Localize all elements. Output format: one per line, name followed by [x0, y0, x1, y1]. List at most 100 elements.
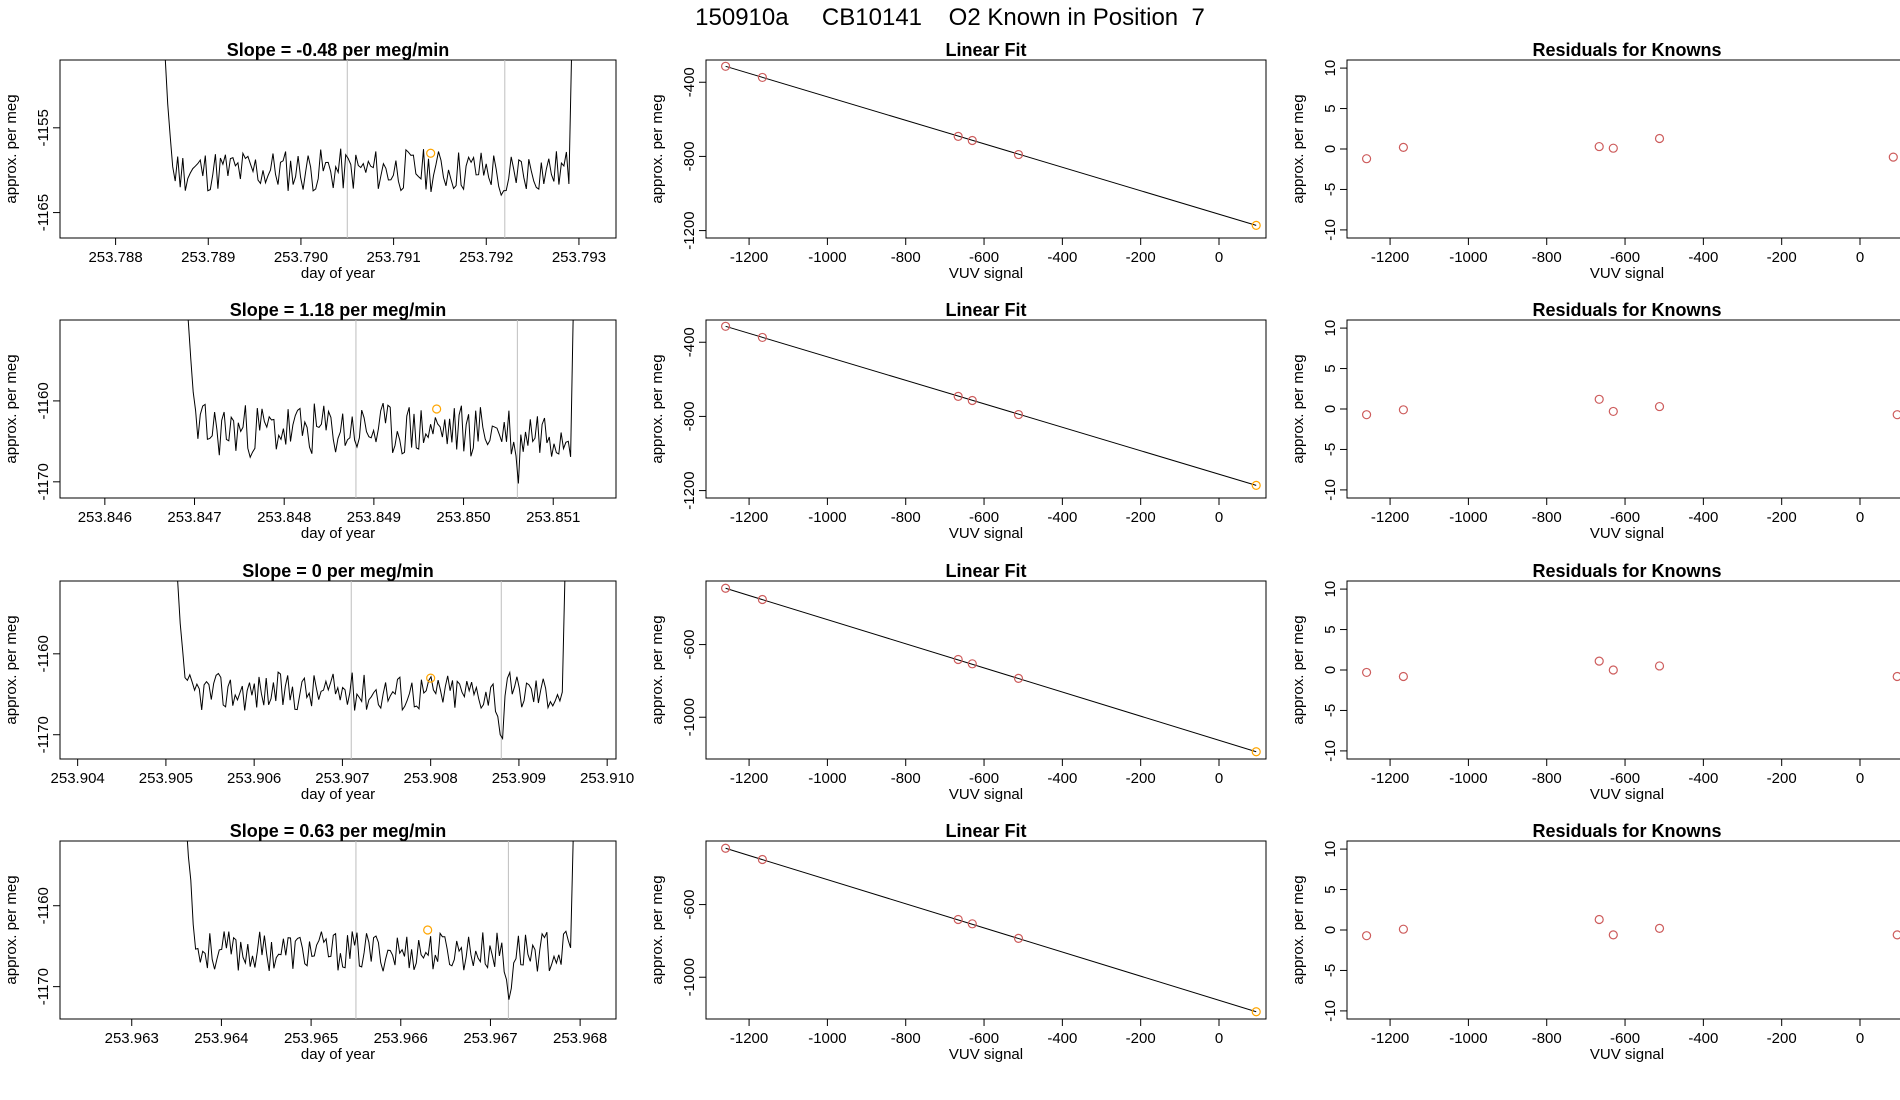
y-tick-label: 5: [1322, 885, 1339, 893]
x-tick-label: -1200: [1371, 249, 1409, 266]
x-tick-label: -200: [1767, 509, 1797, 526]
chart-title: Linear Fit: [945, 821, 1026, 841]
y-axis-label: approx. per meg: [1290, 94, 1307, 203]
x-tick-label: -800: [1532, 1030, 1562, 1047]
data-point: [1013, 933, 1024, 943]
y-tick-label: -5: [1322, 704, 1339, 717]
data-point: [1013, 409, 1024, 420]
data-point: [1013, 673, 1024, 683]
page-title: 150910a CB10141 O2 Known in Position 7: [695, 4, 1205, 31]
data-point: [1251, 747, 1261, 757]
fit-line: [725, 65, 1257, 226]
x-tick-label: -400: [1688, 770, 1718, 787]
x-tick-label: -400: [1047, 509, 1077, 526]
data-point: [1892, 930, 1900, 940]
plot-frame: [705, 319, 1267, 499]
x-tick-label: -200: [1126, 770, 1156, 787]
data-point: [720, 843, 731, 853]
y-tick-label: 5: [1322, 364, 1339, 372]
y-tick-label: -600: [681, 890, 698, 920]
signal-trace: [187, 320, 574, 484]
x-axis-label: VUV signal: [949, 525, 1023, 542]
x-tick-label: 0: [1215, 770, 1223, 787]
plot-frame: [59, 580, 617, 760]
x-axis-label: VUV signal: [1590, 265, 1664, 282]
x-tick-label: 253.851: [526, 509, 580, 526]
x-tick-label: 253.907: [315, 770, 369, 787]
data-point: [432, 404, 442, 414]
data-point: [423, 925, 433, 935]
x-tick-label: -400: [1047, 249, 1077, 266]
y-tick-label: 0: [1322, 145, 1339, 153]
x-tick-label: -1000: [808, 249, 846, 266]
x-tick-label: 253.964: [194, 1030, 248, 1047]
y-tick-label: 0: [1322, 405, 1339, 413]
data-point: [757, 332, 767, 343]
x-axis-label: day of year: [301, 265, 375, 282]
data-point: [1398, 142, 1408, 152]
y-tick-label: -5: [1322, 443, 1339, 456]
y-axis-label: approx. per meg: [649, 94, 666, 203]
x-tick-label: 253.963: [105, 1030, 159, 1047]
signal-trace: [164, 60, 572, 197]
y-tick-label: -10: [1322, 1000, 1339, 1022]
y-tick-label: 0: [1322, 926, 1339, 934]
r4-resid-panel: Residuals for Knowns-1200 -1000 -800 -600 -4…: [1290, 821, 1900, 1063]
y-tick-label: 5: [1322, 625, 1339, 633]
data-point: [1654, 923, 1665, 933]
x-tick-label: -1000: [808, 770, 846, 787]
data-point: [757, 854, 767, 865]
data-point: [1594, 656, 1604, 666]
y-tick-label: -10: [1322, 740, 1339, 762]
y-tick-label: -5: [1322, 183, 1339, 196]
chart-title: Slope = 0 per meg/min: [242, 561, 434, 581]
y-axis-label: approx. per meg: [3, 615, 20, 724]
data-point: [1892, 671, 1900, 682]
y-axis-label: approx. per meg: [1290, 354, 1307, 463]
plot-frame: [59, 59, 617, 239]
x-axis-label: VUV signal: [1590, 1046, 1664, 1063]
x-tick-label: -800: [891, 509, 921, 526]
x-tick-label: -1000: [1449, 1030, 1487, 1047]
plot-frame: [1346, 59, 1900, 239]
r2-fit-panel: Linear Fit -1200 -1000 -800 -600 -400 -200 0 VUV…: [649, 300, 1267, 542]
x-axis-label: day of year: [301, 525, 375, 542]
y-tick-label: -800: [681, 141, 698, 171]
data-point: [1654, 661, 1665, 671]
data-point: [1608, 665, 1618, 675]
y-tick-label: 0: [1322, 666, 1339, 674]
x-tick-label: 253.846: [78, 509, 132, 526]
data-point: [1361, 931, 1372, 941]
chart-title: Linear Fit: [945, 300, 1026, 320]
x-tick-label: 0: [1215, 509, 1223, 526]
signal-trace: [177, 581, 566, 741]
x-tick-label: 0: [1215, 249, 1223, 266]
data-point: [1013, 149, 1024, 160]
chart-title: Linear Fit: [945, 40, 1026, 60]
x-tick-label: 253.967: [463, 1030, 517, 1047]
y-tick-label: -1160: [35, 887, 52, 924]
y-tick-label: 10: [1322, 60, 1339, 77]
x-tick-label: -200: [1126, 1030, 1156, 1047]
data-point: [953, 131, 963, 141]
y-tick-label: 5: [1322, 104, 1339, 112]
x-tick-label: 253.847: [167, 509, 221, 526]
data-point: [1251, 1007, 1261, 1017]
x-tick-label: -800: [891, 249, 921, 266]
plot-frame: [1346, 580, 1900, 760]
x-tick-label: 253.790: [274, 249, 328, 266]
x-tick-label: 253.793: [552, 249, 606, 266]
x-tick-label: 253.792: [459, 249, 513, 266]
x-tick-label: -200: [1767, 770, 1797, 787]
plot-frame: [59, 840, 617, 1020]
x-tick-label: -200: [1126, 249, 1156, 266]
x-tick-label: 253.905: [139, 770, 193, 787]
data-point: [1361, 410, 1372, 420]
data-point: [1398, 924, 1408, 934]
y-tick-label: 10: [1322, 581, 1339, 598]
data-point: [953, 914, 963, 925]
data-point: [1251, 480, 1261, 490]
y-axis-label: approx. per meg: [3, 94, 20, 203]
x-tick-label: -1200: [730, 1030, 768, 1047]
data-point: [1654, 133, 1665, 144]
